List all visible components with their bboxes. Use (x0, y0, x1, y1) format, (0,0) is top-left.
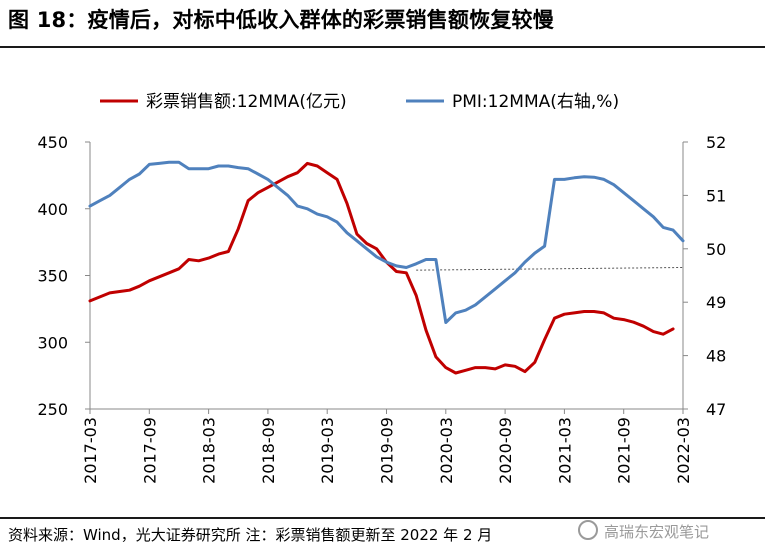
y-right-tick-label: 48 (706, 347, 726, 366)
chart-series (88, 160, 685, 375)
y-right-tick-label: 51 (706, 186, 726, 205)
page-title: 图 18：疫情后，对标中低收入群体的彩票销售额恢复较慢 (8, 8, 554, 32)
title-divider (0, 46, 765, 48)
x-tick-label: 2020-03 (437, 417, 456, 484)
watermark-text: 高瑞东宏观笔记 (604, 523, 710, 541)
x-tick-label: 2017-03 (81, 417, 100, 484)
legend-label-pmi: PMI:12MMA(右轴,%) (452, 92, 619, 112)
y-left-tick-label: 300 (37, 333, 68, 352)
x-tick-label: 2018-09 (259, 417, 278, 484)
x-tick-label: 2021-03 (555, 417, 574, 484)
y-right-tick-label: 49 (706, 293, 726, 312)
series-line-lottery-sales (88, 161, 675, 375)
x-tick-label: 2021-09 (615, 417, 634, 484)
line-chart: 250 300 350 400 450 47 48 49 50 51 52 2017-03 2017-0… (37, 92, 726, 484)
x-tick-label: 2022-03 (674, 417, 693, 484)
x-tick-label: 2018-03 (200, 417, 219, 484)
footer-divider (0, 517, 765, 519)
watermark: 高瑞东宏观笔记 (578, 520, 709, 542)
legend-label-lottery-sales: 彩票销售额:12MMA(亿元) (146, 92, 347, 112)
series-line-pmi (88, 160, 685, 324)
y-left-tick-label: 400 (37, 200, 68, 219)
wechat-icon (578, 520, 598, 540)
x-tick-label: 2019-09 (378, 417, 397, 484)
y-right-tick-label: 50 (706, 240, 726, 259)
chart-ticks: 250 300 350 400 450 47 48 49 50 51 52 2017-03 2017-0… (37, 133, 726, 484)
x-tick-label: 2020-09 (496, 417, 515, 484)
reference-line (416, 266, 684, 271)
x-tick-label: 2017-09 (140, 417, 159, 484)
x-tick-label: 2019-03 (318, 417, 337, 484)
chart-legend: 彩票销售额:12MMA(亿元) PMI:12MMA(右轴,%) (100, 92, 619, 112)
chart-axes (89, 142, 684, 410)
y-left-tick-label: 450 (37, 133, 68, 152)
y-left-tick-label: 250 (37, 400, 68, 419)
y-left-tick-label: 350 (37, 267, 68, 286)
source-note: 资料来源：Wind，光大证券研究所 注：彩票销售额更新至 2022 年 2 月 (8, 526, 493, 544)
y-right-tick-label: 52 (706, 133, 726, 152)
y-right-tick-label: 47 (706, 400, 726, 419)
